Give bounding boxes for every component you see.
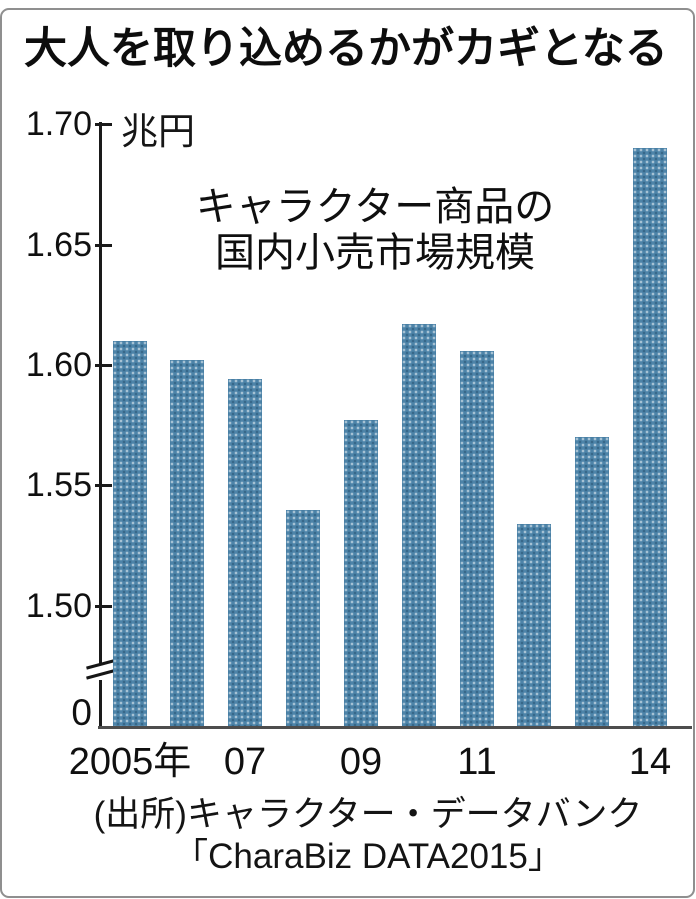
x-axis-tick-label: 14 [628, 741, 672, 783]
y-axis-unit-label: 兆円 [121, 111, 195, 152]
bar-2006 [170, 360, 204, 726]
source-line2: 「CharaBiz DATA2015」 [173, 837, 563, 876]
bar-2007 [228, 379, 262, 726]
x-axis-line [98, 726, 692, 729]
x-axis-tick-label: 2005年 [68, 741, 192, 783]
chart-title-annotation: キャラクター商品の 国内小売市場規模 [175, 184, 575, 276]
axis-break-mark [86, 669, 114, 680]
bar-2008 [286, 510, 320, 726]
bar-2009 [344, 420, 378, 726]
y-axis-tick [95, 364, 112, 367]
y-axis-tick-label: 1.55 [25, 466, 92, 504]
bar-2010 [402, 324, 436, 726]
y-axis-tick-label: 1.50 [25, 587, 92, 625]
x-axis-tick-label: 09 [339, 741, 383, 783]
y-axis-tick [95, 484, 112, 487]
bar-2005 [113, 341, 147, 726]
y-axis-tick-label: 1.70 [25, 105, 92, 143]
source-caption: (出所)キャラクター・データバンク 「CharaBiz DATA2015」 [48, 794, 688, 878]
page-title: 大人を取り込めるかがカギとなる [24, 25, 668, 73]
y-axis-tick-label: 1.65 [25, 226, 92, 264]
y-axis-tick [95, 244, 112, 247]
bar-2013 [575, 437, 609, 726]
y-axis-tick [95, 123, 112, 126]
x-axis-tick-label: 11 [457, 741, 497, 783]
y-axis-origin-label: 0 [71, 692, 92, 733]
bar-2012 [517, 524, 551, 726]
chart-title-line2: 国内小売市場規模 [215, 231, 535, 275]
y-axis-line-upper [99, 122, 102, 665]
chart-title-line1: キャラクター商品の [195, 185, 555, 229]
y-axis-tick-label: 1.60 [25, 346, 92, 384]
bar-2014 [633, 148, 667, 726]
y-axis-tick [95, 605, 112, 608]
x-axis-tick-label: 07 [223, 741, 267, 783]
bar-2011 [460, 351, 494, 726]
source-line1: (出所)キャラクター・データバンク [93, 795, 643, 834]
y-axis-line-lower [99, 680, 102, 727]
